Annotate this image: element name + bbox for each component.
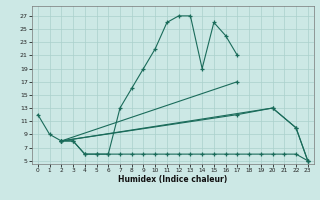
X-axis label: Humidex (Indice chaleur): Humidex (Indice chaleur) [118, 175, 228, 184]
